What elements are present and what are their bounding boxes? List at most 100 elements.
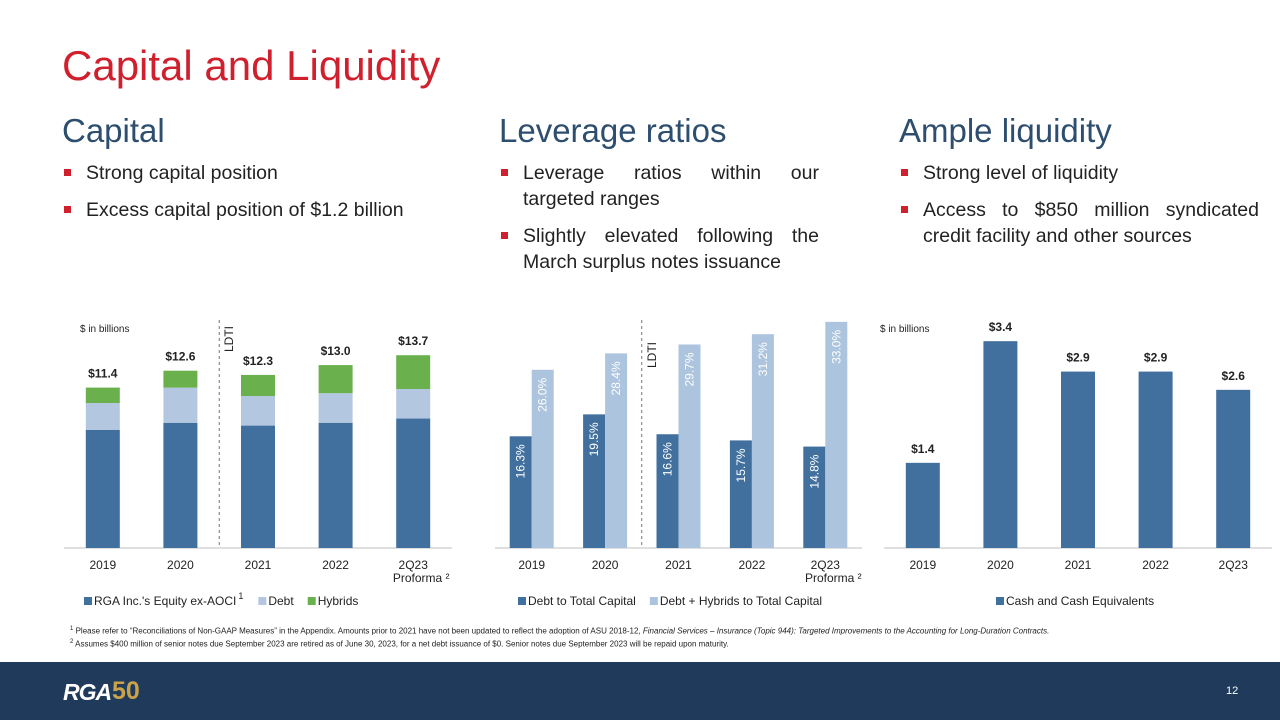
x-tick-label: 2022 <box>1142 558 1169 572</box>
bar-segment <box>318 365 353 394</box>
section: Capital Strong capital position Excess cap… <box>62 112 462 234</box>
legend-swatch <box>518 597 526 605</box>
bar <box>678 344 701 548</box>
x-tick-label: 2020 <box>167 558 194 572</box>
bar <box>803 446 826 548</box>
bar-segment <box>241 374 275 397</box>
bar <box>729 440 752 548</box>
bullet-list: Leverage ratios within our targeted rang… <box>499 160 819 275</box>
annotation: LDTI <box>645 342 659 368</box>
value-label: 15.7% <box>734 448 748 482</box>
footnote-italic: Financial Services – Insurance (Topic 94… <box>642 626 1050 636</box>
bullet-list: Strong level of liquidity Access to $850 … <box>899 160 1259 249</box>
value-label: $2.9 <box>1144 351 1168 365</box>
footnote-marker: 2 <box>70 639 74 646</box>
page-number: 12 <box>1226 685 1239 697</box>
total-label: $11.4 <box>88 367 118 381</box>
bar <box>1061 371 1095 548</box>
x-tick-label: 2021 <box>665 558 692 572</box>
x-tick-label: 2Q23 <box>1219 558 1249 572</box>
value-label: 33.0% <box>829 330 843 364</box>
x-tick-label: 2Q23 <box>399 558 429 572</box>
legend-swatch <box>649 597 658 605</box>
bar <box>509 436 532 548</box>
bar-segment <box>396 418 431 548</box>
total-label: $13.7 <box>398 334 428 348</box>
legend-label: Hybrids <box>318 594 359 608</box>
x-tick-label: 2019 <box>89 558 116 572</box>
footnote: 1 Please refer to “Reconciliations of No… <box>70 624 1210 637</box>
legend-swatch <box>307 597 316 605</box>
x-tick-label: 2Q23 <box>811 558 841 572</box>
bullet: Strong capital position <box>62 160 462 186</box>
bullet: Slightly elevated following the March su… <box>499 223 819 275</box>
legend-swatch <box>258 597 267 605</box>
legend-label: Debt + Hybrids to Total Capital <box>660 594 822 608</box>
legend-note: 1 <box>238 591 243 601</box>
x-tick-label: 2019 <box>518 558 545 572</box>
bar-segment <box>396 355 431 389</box>
x-tick-label: 2020 <box>987 558 1014 572</box>
bar-segment <box>241 425 275 548</box>
x-tick-label: 2022 <box>322 558 349 572</box>
value-label: 16.6% <box>661 442 675 476</box>
category-note: Proforma ² <box>393 571 450 585</box>
category-note: Proforma ² <box>805 571 862 585</box>
slide-title: Capital and Liquidity <box>62 42 441 89</box>
value-label: $1.4 <box>911 442 935 456</box>
bar-segment <box>85 403 120 430</box>
total-label: $12.3 <box>243 354 273 368</box>
value-label: 16.3% <box>514 444 528 478</box>
bar-segment <box>318 422 353 548</box>
bar <box>905 462 940 548</box>
bullet: Leverage ratios within our targeted rang… <box>499 160 819 212</box>
x-tick-label: 2022 <box>739 558 766 572</box>
logo-number: 50 <box>112 677 140 705</box>
bar <box>605 353 628 548</box>
value-label: 26.0% <box>536 377 550 411</box>
bar-segment <box>85 429 120 548</box>
footer-band: RGA 50 12 <box>0 662 1280 720</box>
value-label: 31.2% <box>756 342 770 376</box>
value-label: $2.6 <box>1222 369 1246 383</box>
bullet: Strong level of liquidity <box>899 160 1259 186</box>
value-label: 29.7% <box>683 352 697 386</box>
bar <box>751 334 774 548</box>
unit-note: $ in billions <box>80 324 129 335</box>
legend-label: Cash and Cash Equivalents <box>1006 594 1154 608</box>
legend-label: Debt to Total Capital <box>528 594 636 608</box>
x-tick-label: 2021 <box>1065 558 1092 572</box>
total-label: $12.6 <box>165 350 195 364</box>
value-label: 19.5% <box>587 422 601 456</box>
value-label: 14.8% <box>807 454 821 488</box>
footnote: 2 Assumes $400 million of senior notes d… <box>70 637 1210 650</box>
annotation: LDTI <box>222 326 236 352</box>
section: Leverage ratios Leverage ratios within ou… <box>499 112 819 286</box>
x-tick-label: 2020 <box>592 558 619 572</box>
bar <box>656 434 679 548</box>
bullet-list: Strong capital position Excess capital po… <box>62 160 462 223</box>
logo: RGA <box>63 679 112 705</box>
legend-label: Debt <box>268 594 294 608</box>
total-label: $13.0 <box>321 344 351 358</box>
section-heading: Ample liquidity <box>899 112 1112 149</box>
section: Ample liquidity Strong level of liquidity… <box>899 112 1259 260</box>
bar <box>1216 389 1251 548</box>
bar-segment <box>85 387 120 404</box>
bar <box>531 369 554 548</box>
section-heading: Leverage ratios <box>499 112 727 149</box>
bullet: Excess capital position of $1.2 billion <box>62 197 462 223</box>
section-heading: Capital <box>62 112 165 149</box>
bar-segment <box>163 387 198 423</box>
bar-segment <box>163 422 198 548</box>
bar <box>825 321 848 548</box>
bar-segment <box>318 393 353 423</box>
unit-note: $ in billions <box>880 324 929 335</box>
legend-label: RGA Inc.'s Equity ex-AOCI <box>94 594 236 608</box>
footnotes: 1 Please refer to “Reconciliations of No… <box>70 624 1210 650</box>
bullet: Access to $850 million syndicated credit… <box>899 197 1259 249</box>
x-tick-label: 2019 <box>909 558 936 572</box>
bar <box>983 341 1018 548</box>
